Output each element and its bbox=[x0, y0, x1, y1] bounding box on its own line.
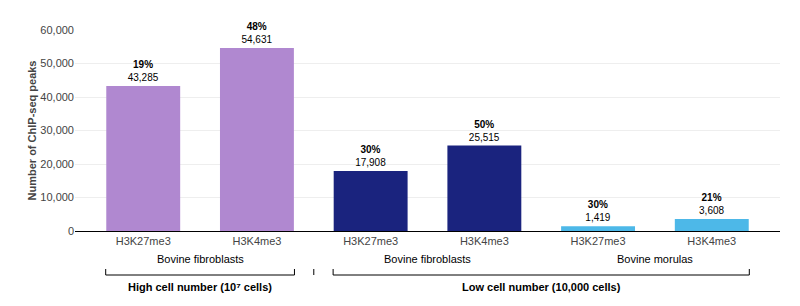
svg-text:H3K4me3: H3K4me3 bbox=[232, 235, 281, 247]
svg-text:0: 0 bbox=[68, 225, 74, 237]
svg-text:Bovine fibroblasts: Bovine fibroblasts bbox=[157, 253, 244, 265]
svg-text:20,000: 20,000 bbox=[40, 158, 74, 170]
svg-text:H3K27me3: H3K27me3 bbox=[116, 235, 171, 247]
svg-text:40,000: 40,000 bbox=[40, 91, 74, 103]
svg-text:50%25,515: 50%25,515 bbox=[469, 119, 500, 143]
svg-text:21%3,608: 21%3,608 bbox=[699, 192, 724, 216]
svg-text:Bovine morulas: Bovine morulas bbox=[617, 253, 693, 265]
svg-text:10,000: 10,000 bbox=[40, 191, 74, 203]
svg-text:30,000: 30,000 bbox=[40, 124, 74, 136]
svg-text:19%43,285: 19%43,285 bbox=[128, 59, 159, 83]
svg-text:H3K4me3: H3K4me3 bbox=[460, 235, 509, 247]
svg-text:50,000: 50,000 bbox=[40, 57, 74, 69]
svg-text:30%17,908: 30%17,908 bbox=[355, 144, 386, 168]
svg-text:48%54,631: 48%54,631 bbox=[241, 21, 272, 45]
svg-text:Bovine fibroblasts: Bovine fibroblasts bbox=[384, 253, 471, 265]
svg-text:High cell number (10⁷ cells): High cell number (10⁷ cells) bbox=[128, 281, 272, 293]
svg-text:60,000: 60,000 bbox=[40, 24, 74, 36]
svg-text:H3K27me3: H3K27me3 bbox=[571, 235, 626, 247]
svg-text:30%1,419: 30%1,419 bbox=[585, 199, 610, 223]
svg-text:H3K27me3: H3K27me3 bbox=[343, 235, 398, 247]
svg-text:Number of ChIP-seq peaks: Number of ChIP-seq peaks bbox=[26, 61, 38, 201]
svg-text:H3K4me3: H3K4me3 bbox=[687, 235, 736, 247]
svg-text:Low cell number (10,000 cells): Low cell number (10,000 cells) bbox=[462, 281, 621, 293]
